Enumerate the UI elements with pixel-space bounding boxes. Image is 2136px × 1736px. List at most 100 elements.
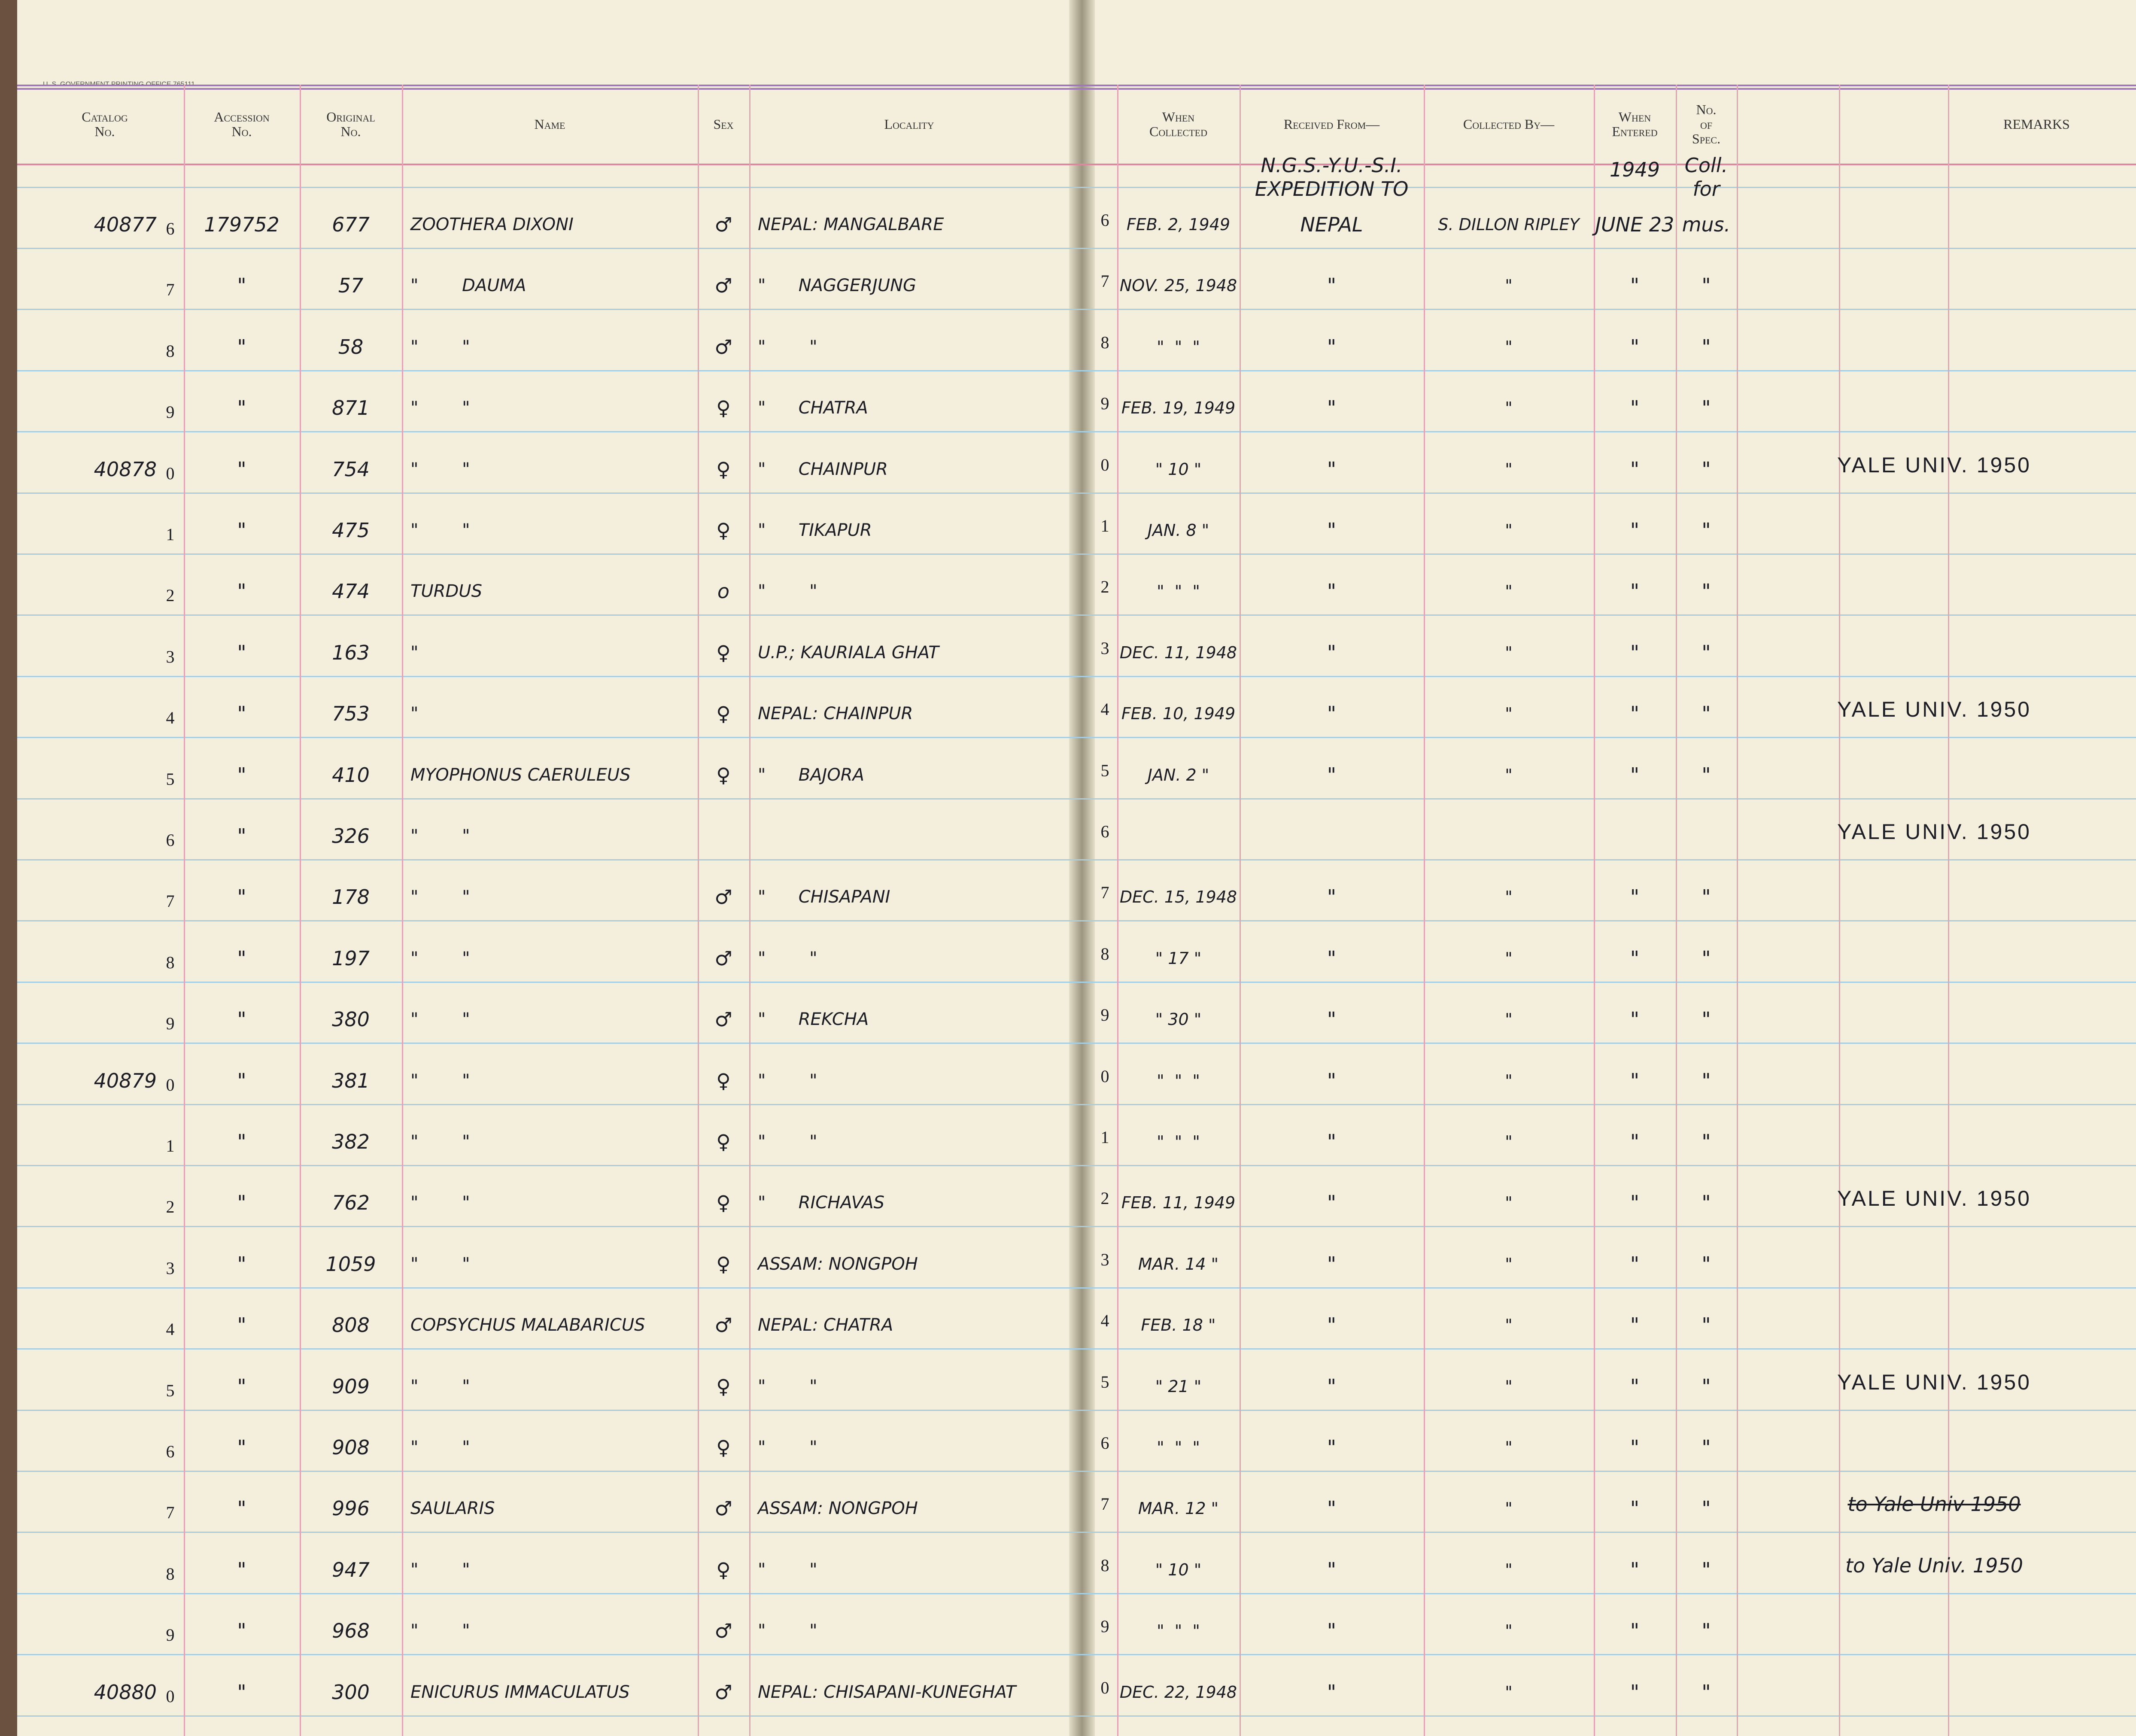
name-cell: " " [410, 398, 470, 418]
column-header: Received From— [1283, 116, 1380, 132]
sex-cell: ♀ [716, 1191, 731, 1215]
locality-cell: NEPAL: CHATRA [758, 1315, 893, 1335]
locality-cell: " RICHAVAS [758, 1193, 885, 1213]
name-cell: MYOPHONUS CAERULEUS [410, 765, 631, 785]
sex-cell: ♀ [716, 396, 731, 420]
spec-cell: " [1702, 1069, 1711, 1092]
remarks-cell: YALE UNIV. 1950 [1837, 1370, 2031, 1394]
name-cell: " " [410, 337, 470, 357]
locality-cell: U.P.; KAURIALA GHAT [758, 642, 939, 663]
sex-cell: ♀ [716, 641, 731, 664]
collected-by-cell: " [1505, 1560, 1513, 1579]
row-digit: 9 [1100, 394, 1109, 413]
collected-cell: FEB. 2, 1949 [1126, 215, 1231, 234]
row-digit: 1 [1100, 1128, 1109, 1147]
collected-by-cell: " [1505, 1621, 1513, 1641]
collected-by-cell: " [1505, 1682, 1513, 1702]
spec-cell: " [1702, 274, 1711, 298]
original-cell: 808 [332, 1313, 370, 1337]
row-digit: 9 [166, 1625, 175, 1645]
received-cell: " [1327, 1497, 1337, 1520]
locality-cell: " " [758, 337, 817, 357]
row-digit: 6 [166, 830, 175, 850]
accession-cell: " [237, 641, 246, 664]
row-digit: 7 [166, 891, 175, 911]
accession-cell: " [237, 885, 246, 909]
accession-cell: " [237, 1497, 246, 1520]
sex-cell: ♂ [714, 213, 732, 236]
collected-by-cell: " [1505, 1316, 1513, 1335]
row-digit: 8 [1100, 332, 1109, 352]
row-rule [17, 1043, 2136, 1044]
name-cell: " " [410, 1193, 470, 1213]
row-rule [17, 675, 2136, 677]
row-digit: 7 [166, 280, 175, 300]
column-rule [749, 85, 750, 1736]
column-rule [1948, 85, 1949, 1736]
entered-cell: " [1630, 1497, 1640, 1520]
name-cell: COPSYCHUS MALABARICUS [410, 1315, 645, 1335]
collected-by-cell: " [1505, 1010, 1513, 1029]
received-cell: " [1327, 763, 1337, 787]
sex-cell: ♀ [716, 1374, 731, 1398]
original-cell: 381 [332, 1069, 370, 1092]
collected-cell: " 21 " [1155, 1377, 1202, 1396]
row-digit: 0 [166, 463, 175, 483]
collected-by-cell: " [1505, 1438, 1513, 1457]
row-digit: 6 [1100, 1433, 1109, 1453]
row-digit: 0 [1100, 1678, 1109, 1697]
entered-cell: " [1630, 641, 1640, 664]
row-digit: 6 [166, 1442, 175, 1461]
original-cell: 410 [332, 763, 370, 787]
original-cell: 163 [332, 641, 370, 664]
original-cell: 57 [338, 274, 364, 298]
row-rule [17, 1654, 2136, 1656]
spec-cell: " [1702, 1252, 1711, 1276]
collected-by-cell: " [1505, 459, 1513, 479]
accession-cell: " [237, 1191, 246, 1215]
remarks-cell: to Yale Univ 1950 [1847, 1493, 2021, 1516]
book-edge [0, 0, 17, 1736]
spec-cell: " [1702, 1313, 1711, 1337]
entered-cell: JUNE 23 [1595, 213, 1674, 236]
spec-cell: " [1702, 1558, 1711, 1581]
row-rule [17, 1287, 2136, 1289]
column-rule [1117, 85, 1118, 1736]
accession-cell: " [237, 1558, 246, 1581]
spec-cell: " [1702, 1436, 1711, 1459]
received-cell: " [1327, 1558, 1337, 1581]
original-cell: 753 [332, 702, 370, 726]
entered-cell: " [1630, 763, 1640, 787]
name-cell: " " [410, 948, 470, 968]
row-rule [17, 614, 2136, 616]
spec-cell: " [1702, 641, 1711, 664]
entered-cell: " [1630, 946, 1640, 970]
row-digit: 3 [166, 647, 175, 666]
row-rule [17, 1593, 2136, 1594]
row-digit: 9 [166, 1014, 175, 1034]
row-rule [17, 737, 2136, 739]
row-rule [17, 1715, 2136, 1717]
entered-cell: " [1630, 1313, 1640, 1337]
received-cell: " [1327, 1436, 1337, 1459]
row-rule [17, 186, 2136, 188]
original-cell: 58 [338, 335, 364, 359]
catalog-cell: 40879 [94, 1069, 157, 1092]
collected-cell: " " " [1157, 1132, 1200, 1151]
row-digit: 9 [1100, 1617, 1109, 1636]
row-digit: 4 [1100, 1311, 1109, 1331]
entered-cell: " [1630, 1130, 1640, 1153]
collected-cell: " " " [1157, 1621, 1200, 1641]
catalog-cell: 40878 [94, 457, 157, 481]
row-rule [17, 920, 2136, 922]
received-cell: " [1327, 1680, 1337, 1704]
spec-cell: " [1702, 1191, 1711, 1215]
handwritten-note: N.G.S.-Y.U.-S.I. [1261, 154, 1403, 177]
sex-cell: ♀ [716, 1130, 731, 1153]
sex-cell: ♂ [714, 1313, 732, 1337]
received-cell: " [1327, 1619, 1337, 1643]
row-digit: 6 [1100, 822, 1109, 841]
row-rule [17, 1226, 2136, 1228]
collected-cell: DEC. 11, 1948 [1119, 643, 1237, 662]
